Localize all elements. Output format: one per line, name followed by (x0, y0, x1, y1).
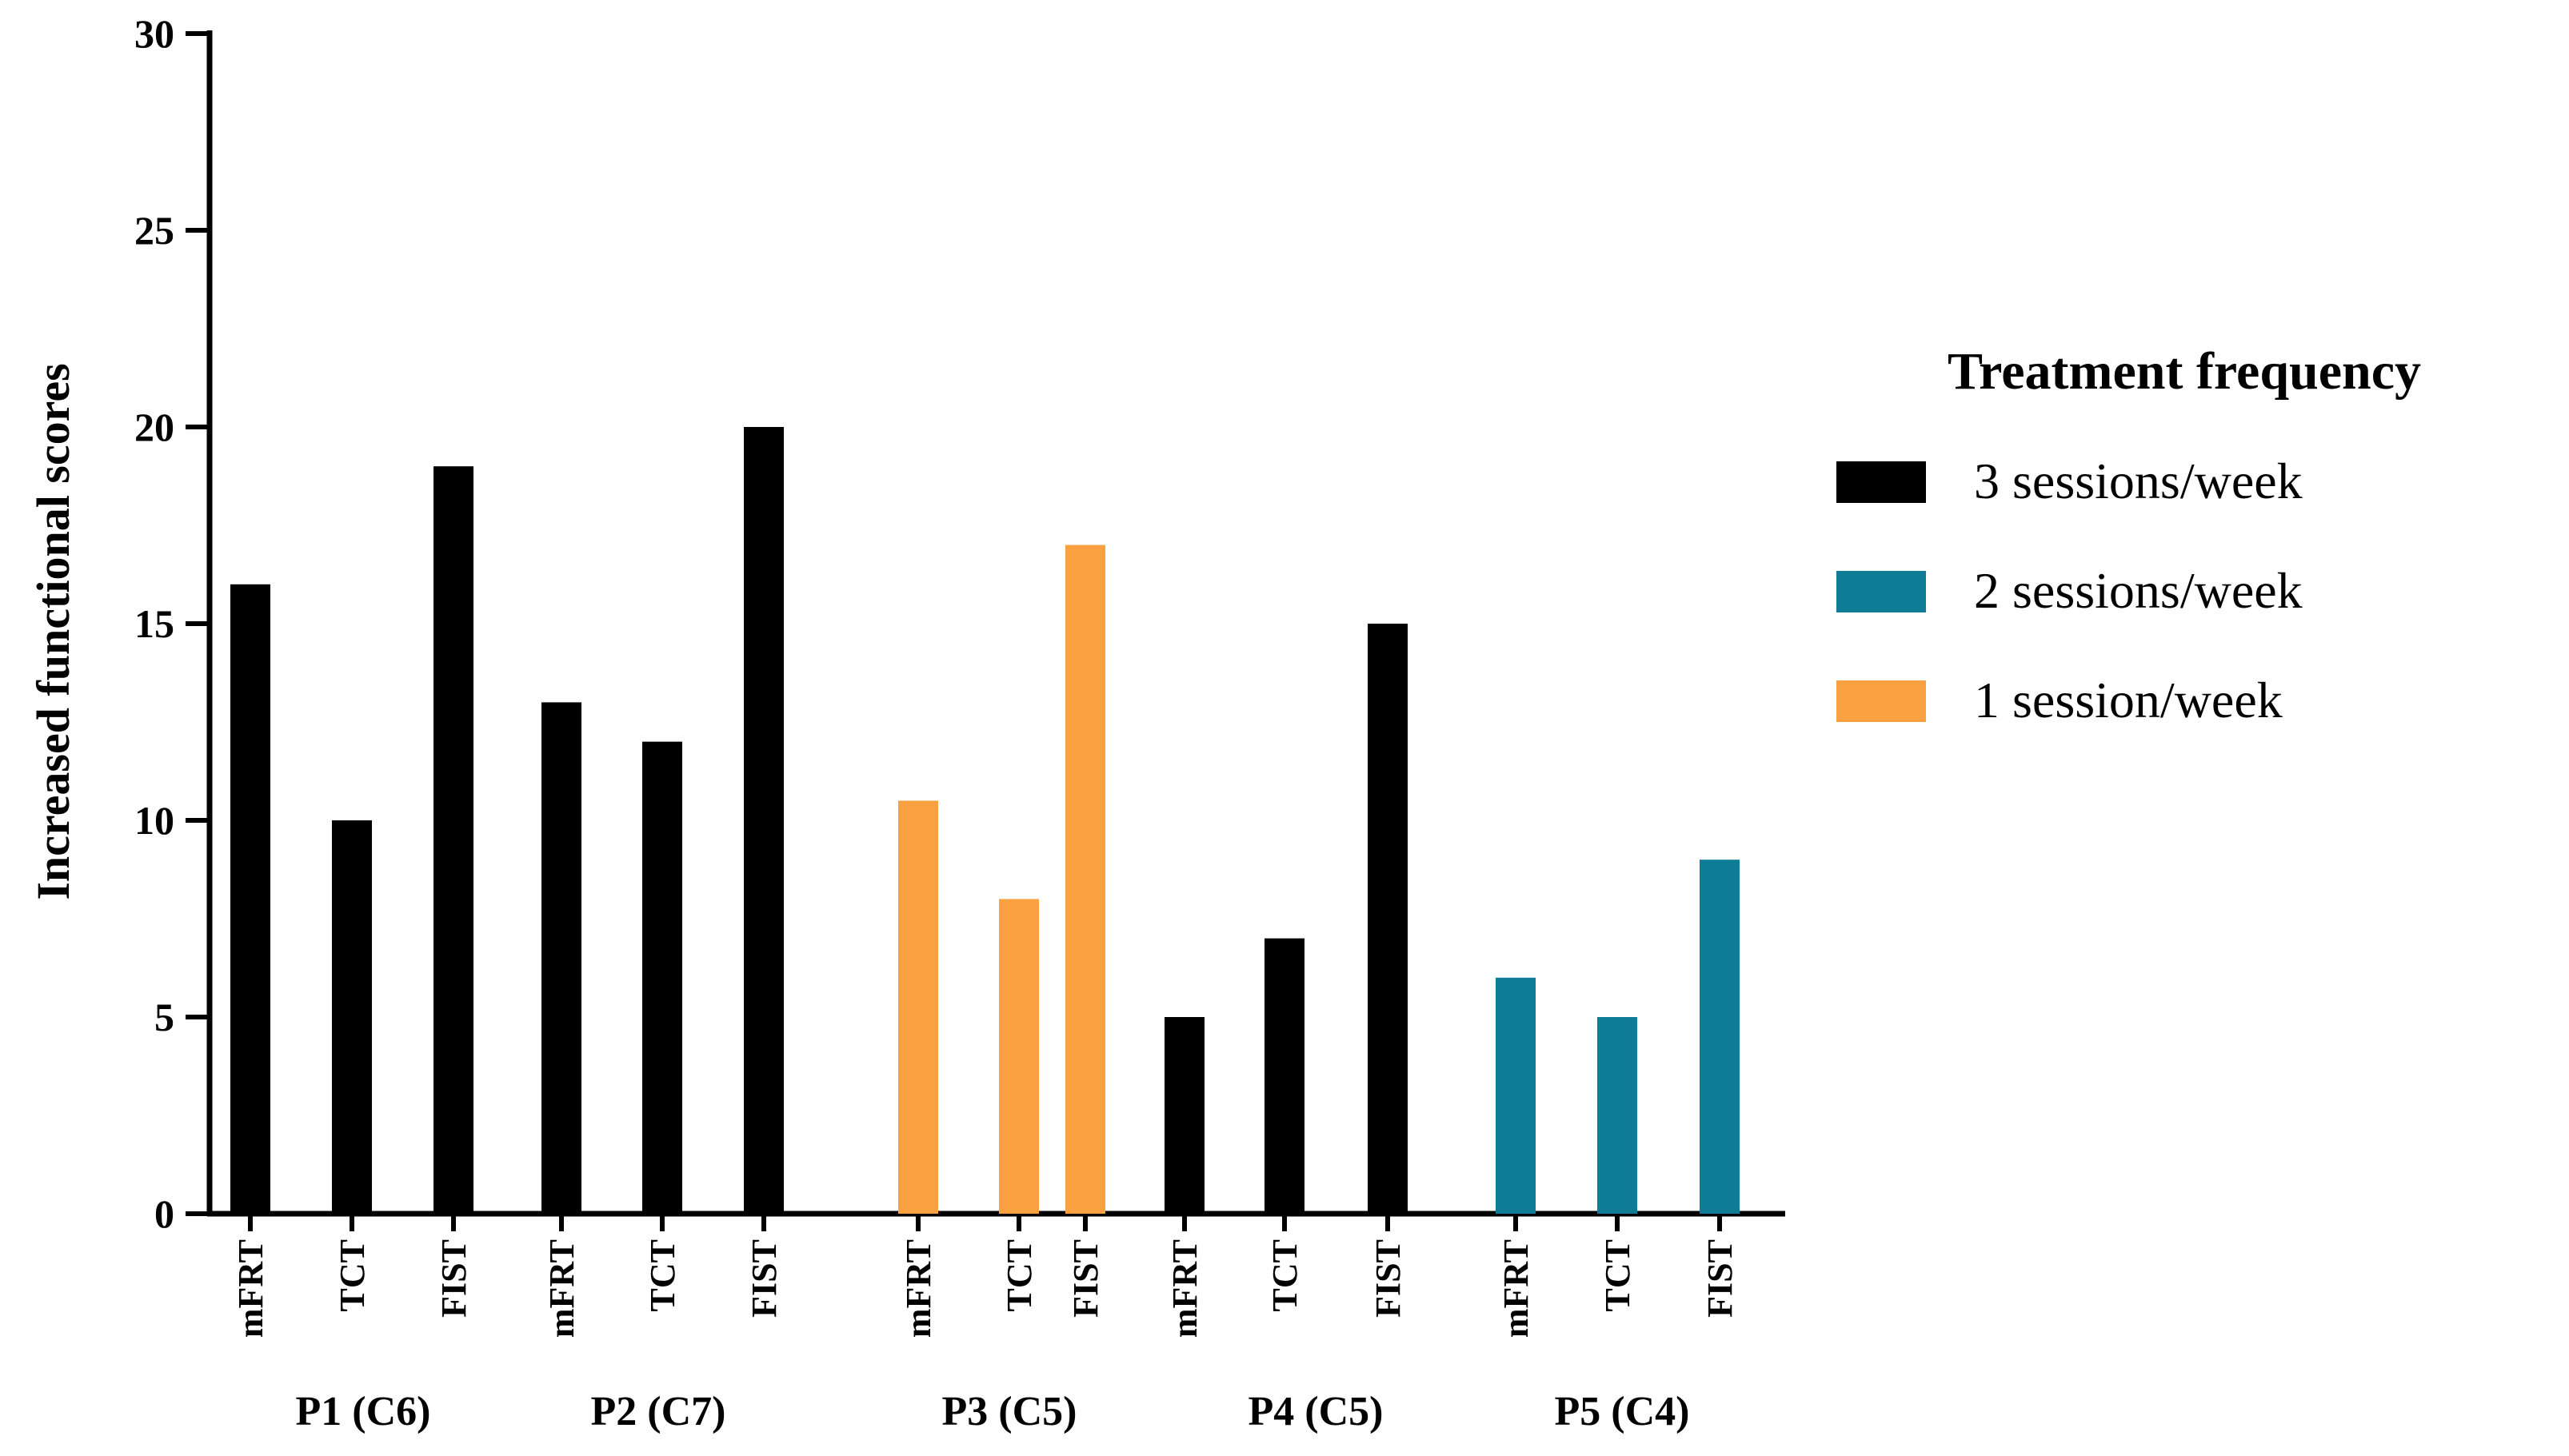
legend-title: Treatment frequency (1948, 342, 2421, 401)
x-tick-label: TCT (333, 1239, 372, 1311)
legend-label: 1 session/week (1974, 672, 2283, 728)
bar-p4-tct (1265, 938, 1304, 1214)
bar-p3-tct (999, 899, 1039, 1214)
x-tick-label: TCT (1598, 1239, 1637, 1311)
x-tick-label: TCT (1265, 1239, 1304, 1311)
y-tick-label: 10 (134, 798, 174, 843)
bar-p4-fist (1368, 624, 1408, 1214)
legend: Treatment frequency 3 sessions/week 2 sess… (1836, 342, 2421, 728)
y-tick-label: 0 (154, 1191, 174, 1236)
x-tick-label: FIST (1700, 1239, 1740, 1318)
legend-swatch (1836, 461, 1926, 503)
legend-swatch (1836, 680, 1926, 722)
x-tick-label: FIST (745, 1239, 784, 1318)
x-tick-label: FIST (1066, 1239, 1105, 1318)
group-label: P2 (C7) (591, 1389, 726, 1434)
group-label: P4 (C5) (1249, 1389, 1384, 1434)
legend-label: 3 sessions/week (1974, 453, 2303, 509)
y-tick-label: 5 (154, 995, 174, 1039)
bar-p5-mfrt (1496, 977, 1536, 1214)
y-axis-title: Increased functional scores (27, 363, 79, 900)
group-label: P1 (C6) (296, 1389, 431, 1434)
labels: mFRT TCT FIST P1 (C6) mFRT TCT FIST P2 (C7) mFRT… (231, 1239, 1740, 1434)
bar-p5-tct (1597, 1017, 1637, 1214)
bar-p1-mfrt (230, 584, 270, 1214)
legend-label: 2 sessions/week (1974, 562, 2303, 619)
bar-p1-fist (433, 466, 473, 1214)
x-tick-label: FIST (434, 1239, 473, 1318)
y-tick-label: 20 (134, 405, 174, 449)
bar-p4-mfrt (1165, 1017, 1205, 1214)
y-tick-label: 30 (134, 11, 174, 56)
group-label: P3 (C5) (942, 1389, 1077, 1434)
bar-p2-tct (642, 741, 682, 1214)
bar-p2-mfrt (541, 702, 581, 1214)
y-tick-label: 25 (134, 208, 174, 253)
y-tick-label: 15 (134, 601, 174, 646)
x-tick-label: TCT (1000, 1239, 1039, 1311)
legend-swatch (1836, 571, 1926, 612)
bar-p3-mfrt (898, 800, 938, 1214)
x-tick-label: TCT (643, 1239, 682, 1311)
x-tick-label: mFRT (231, 1239, 270, 1338)
bar-p3-fist (1065, 545, 1105, 1214)
bar-p5-fist (1700, 860, 1740, 1214)
x-tick-label: mFRT (1165, 1239, 1205, 1338)
x-tick-label: mFRT (899, 1239, 938, 1338)
bar-p1-tct (332, 820, 372, 1214)
x-tick-label: mFRT (542, 1239, 581, 1338)
group-label: P5 (C4) (1555, 1389, 1690, 1434)
x-tick-label: mFRT (1496, 1239, 1536, 1338)
bars (230, 427, 1740, 1214)
x-tick-label: FIST (1368, 1239, 1408, 1318)
bar-p2-fist (744, 427, 784, 1214)
